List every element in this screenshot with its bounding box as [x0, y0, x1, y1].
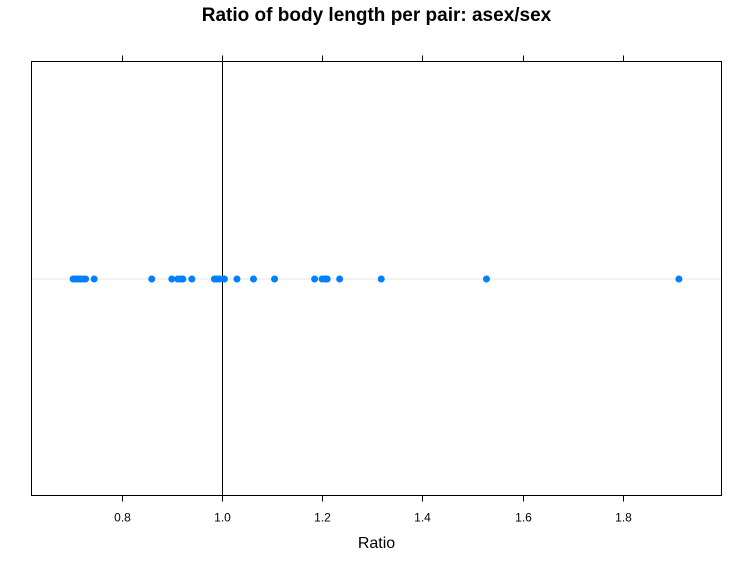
data-point — [148, 275, 156, 283]
x-tick-label: 1.6 — [515, 511, 532, 525]
chart-title: Ratio of body length per pair: asex/sex — [201, 5, 552, 26]
data-point — [336, 275, 344, 283]
data-point — [482, 275, 490, 283]
data-point — [377, 275, 385, 283]
x-tick-label: 1.4 — [414, 511, 431, 525]
data-point — [179, 275, 187, 283]
data-point — [311, 275, 319, 283]
data-point — [188, 275, 196, 283]
data-point — [82, 275, 90, 283]
points-layer — [69, 275, 683, 283]
x-tick-label: 1.0 — [214, 511, 231, 525]
x-tick-label: 0.8 — [114, 511, 131, 525]
data-point — [168, 275, 176, 283]
data-point — [271, 275, 279, 283]
x-tick-label: 1.2 — [314, 511, 331, 525]
panel-frame — [31, 61, 722, 496]
data-point — [249, 275, 257, 283]
data-point — [90, 275, 98, 283]
x-tick-label: 1.8 — [615, 511, 632, 525]
data-point — [233, 275, 241, 283]
x-axis-label: Ratio — [357, 535, 396, 552]
data-point — [675, 275, 683, 283]
ticks-layer: 0.8 1.0 1.2 1.4 1.6 1.8 — [114, 55, 632, 525]
data-point — [323, 275, 331, 283]
data-point — [220, 275, 228, 283]
